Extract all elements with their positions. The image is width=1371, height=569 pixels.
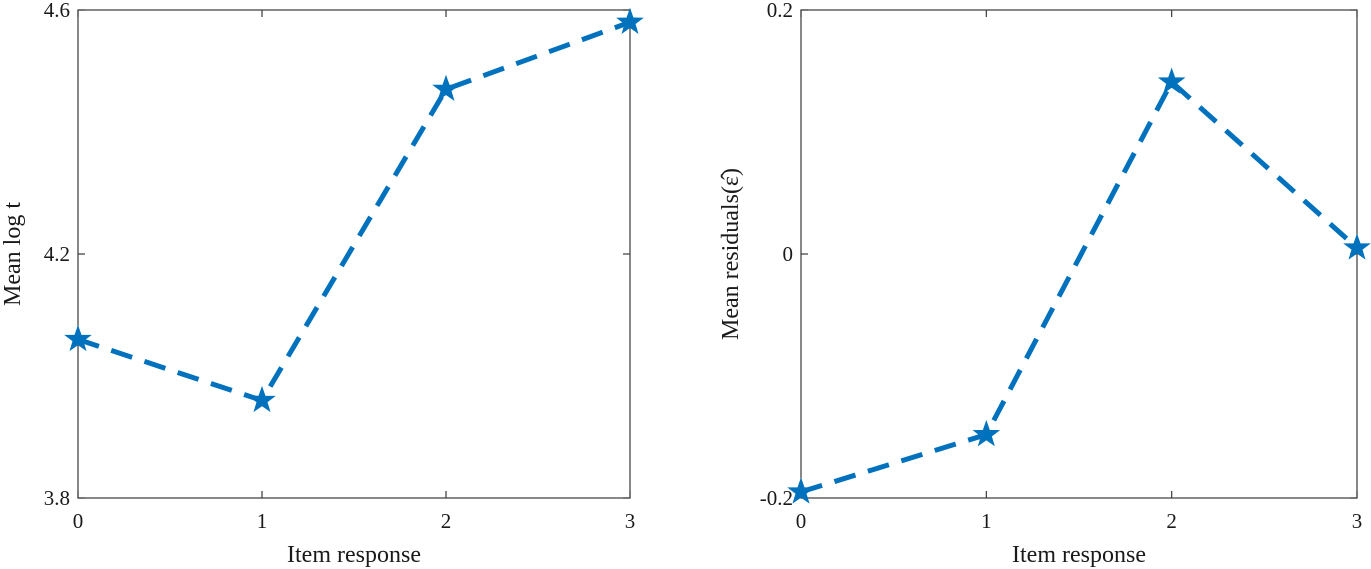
star-marker <box>64 324 92 352</box>
y-tick-label: 4.6 <box>44 0 70 22</box>
series-line <box>800 79 1359 495</box>
star-marker <box>972 420 1001 447</box>
y-tick-label: 0 <box>783 242 794 266</box>
y-tick-label: 0.2 <box>767 0 793 22</box>
y-tick-label: 4.2 <box>44 242 70 266</box>
y-tick-label: -0.2 <box>760 486 793 510</box>
x-tick-label: 3 <box>1352 509 1363 533</box>
x-tick-label: 0 <box>73 509 84 533</box>
plot-frame <box>77 9 631 499</box>
y-tick-label: 3.8 <box>44 486 70 510</box>
star-marker <box>248 385 276 413</box>
x-axis-label: Item response <box>1012 542 1146 568</box>
left-panel: 0 1 2 3 3.8 4.2 4.6 Item response Mean log t <box>0 0 644 568</box>
series-line <box>77 19 631 403</box>
star-marker <box>787 477 815 504</box>
star-marker <box>1157 67 1186 94</box>
x-tick-label: 1 <box>257 509 268 533</box>
star-marker <box>616 7 644 34</box>
y-axis-label: Mean residuals(ε̂) <box>718 168 744 340</box>
star-marker <box>432 74 460 102</box>
y-axis-label: Mean log t <box>0 202 26 306</box>
x-tick-label: 2 <box>1166 509 1177 533</box>
x-tick-label: 1 <box>981 509 992 533</box>
star-marker <box>1343 233 1371 260</box>
x-tick-label: 3 <box>625 509 636 533</box>
x-tick-label: 0 <box>796 509 807 533</box>
x-axis-label: Item response <box>287 542 421 568</box>
x-tick-label: 2 <box>441 509 452 533</box>
